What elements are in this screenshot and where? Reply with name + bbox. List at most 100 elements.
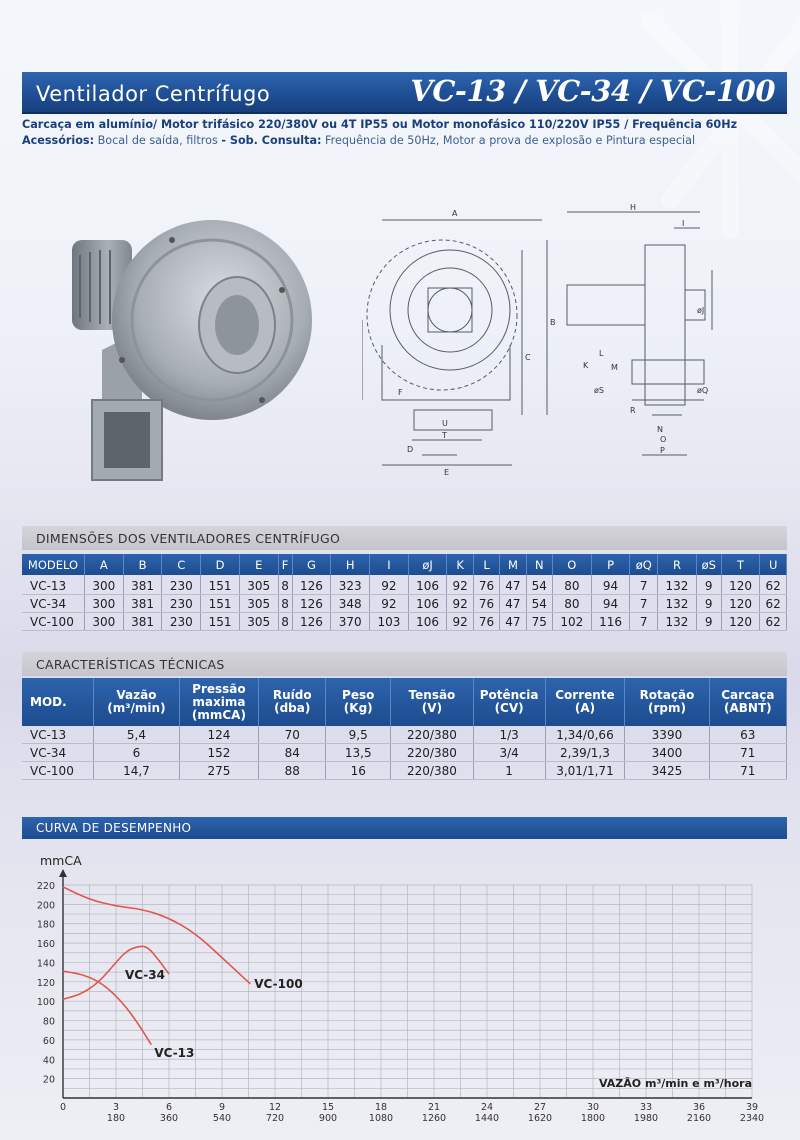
model-names: VC-13 / VC-34 / VC-100	[410, 74, 775, 108]
table-row: VC-100 300 381 230 151 305 8 126 370 103 106 92 76 47…	[22, 612, 787, 631]
dimension-cell: 80	[552, 594, 592, 613]
tech-col-header-line: maxima	[192, 694, 246, 709]
dimension-cell: 120	[721, 612, 761, 631]
spec-cell: 220/380	[390, 761, 474, 780]
table-row: VC-13 300 381 230 151 305 8 126 323 92 106 92 76 47 54…	[22, 575, 787, 595]
dim-label-f: F	[398, 388, 403, 397]
dimension-cell: 106	[408, 612, 448, 631]
technical-header-row: MOD. Vazão (m³/min) Pressão maxima (mmCA) Ruíd…	[22, 678, 788, 726]
dimension-cell: 120	[721, 594, 761, 613]
tech-col-header-line: (dba)	[274, 701, 311, 715]
dimension-cell: 94	[591, 594, 631, 613]
col-t: T	[721, 554, 761, 575]
dimension-cell: 106	[408, 575, 448, 595]
spec-cell: 1/3	[473, 726, 546, 744]
dimension-cell: 305	[239, 612, 279, 631]
dimension-cell: 76	[473, 575, 501, 595]
col-g: G	[292, 554, 332, 575]
x-tick-label: 18	[375, 1102, 387, 1113]
spec-cell: 71	[709, 761, 788, 780]
x-tick-label-hour: 1440	[475, 1113, 499, 1124]
col-j: øJ	[408, 554, 448, 575]
dimension-cell: 132	[657, 575, 697, 595]
y-tick-label: 20	[43, 1075, 55, 1086]
dimension-cell: 151	[200, 612, 240, 631]
spec-cell: 2,39/1,3	[545, 743, 626, 762]
table-row: VC-100 14,7 275 88 16 220/380 1 3,01/1,71 3425 71	[22, 761, 788, 780]
tech-col-header-line: (rpm)	[647, 701, 686, 715]
tech-col-header-line: Ruído	[272, 688, 312, 702]
col-k: K	[446, 554, 474, 575]
curve-vc-13	[62, 970, 153, 1046]
dimension-cell: 230	[161, 612, 202, 631]
x-tick-label-hour: 180	[107, 1113, 125, 1124]
y-tick-label: 80	[43, 1017, 55, 1028]
col-d: D	[200, 554, 240, 575]
dimension-cell: 8	[278, 594, 293, 613]
spec-cell: 13,5	[325, 743, 392, 762]
tech-col-header-line: Tensão	[408, 688, 456, 702]
dimension-cell: 9	[696, 575, 722, 595]
tech-col-header-line: Carcaça	[721, 688, 775, 702]
dimension-cell: 8	[278, 575, 293, 595]
col-a: A	[84, 554, 124, 575]
model-cell: VC-34	[22, 594, 85, 613]
tech-col-header-line: (ABNT)	[723, 701, 772, 715]
tech-col-header-line: (mmCA)	[191, 707, 246, 722]
x-tick-label-hour: 1980	[634, 1113, 658, 1124]
tech-col-header-line: Peso	[342, 688, 375, 702]
tech-col-header-line: (CV)	[494, 701, 524, 715]
dim-label-r: R	[630, 406, 636, 415]
tech-col-header-line: Pressão	[192, 681, 246, 696]
x-tick-label: 39	[746, 1102, 758, 1113]
spec-cell: 275	[179, 761, 260, 780]
tech-col-header: Pressão maxima (mmCA)	[179, 678, 260, 726]
spec-cell: 84	[258, 743, 327, 762]
dimension-cell: 106	[408, 594, 448, 613]
dimension-cell: 381	[123, 612, 163, 631]
dim-label-c: C	[525, 353, 531, 362]
tech-col-header-line: MOD.	[30, 694, 67, 709]
dim-label-h: H	[630, 203, 636, 212]
x-tick-label-hour: 2160	[687, 1113, 711, 1124]
dimension-cell: 54	[526, 594, 553, 613]
dimension-cell: 103	[369, 612, 409, 631]
col-p: P	[591, 554, 631, 575]
dimension-cell: 120	[721, 575, 761, 595]
x-tick-label-hour: 1080	[369, 1113, 393, 1124]
dimension-cell: 92	[446, 612, 474, 631]
spec-cell: 6	[93, 743, 180, 762]
dim-label-n: N	[657, 425, 663, 434]
dimension-cell: 151	[200, 575, 240, 595]
col-o: O	[552, 554, 592, 575]
x-tick-label: 30	[587, 1102, 599, 1113]
technical-table: MOD. Vazão (m³/min) Pressão maxima (mmCA) Ruíd…	[22, 678, 788, 780]
x-tick-label-hour: 360	[160, 1113, 178, 1124]
x-tick-label: 0	[60, 1102, 66, 1113]
y-tick-label: 160	[37, 939, 55, 950]
y-tick-label: 40	[43, 1055, 55, 1066]
y-tick-label: 220	[37, 881, 55, 892]
y-tick-label: 120	[37, 978, 55, 989]
col-n: N	[526, 554, 553, 575]
dim-label-m: M	[611, 363, 618, 372]
dimension-drawing: A B C G F U T D E H I øJ K L M øS R øQ N…	[362, 203, 713, 477]
dimension-cell: 62	[759, 612, 787, 631]
dim-label-e: E	[444, 468, 449, 477]
table-row: VC-13 5,4 124 70 9,5 220/380 1/3 1,34/0,66 3390 6…	[22, 726, 788, 744]
x-tick-label: 27	[534, 1102, 546, 1113]
tech-col-header-line: (Kg)	[343, 701, 373, 715]
y-axis-arrow	[59, 869, 67, 877]
specs-line: Carcaça em alumínio/ Motor trifásico 220…	[22, 118, 737, 131]
spec-cell: 1	[473, 761, 546, 780]
tech-col-header-line: (A)	[574, 701, 596, 715]
x-tick-label: 9	[219, 1102, 225, 1113]
dimension-cell: 92	[369, 594, 409, 613]
dimension-cell: 126	[292, 575, 332, 595]
dimensions-table: MODELO A B C D E F G H I øJ K L M N O P …	[22, 554, 787, 631]
spec-cell: 152	[179, 743, 260, 762]
dimension-cell: 92	[446, 575, 474, 595]
dimension-cell: 230	[161, 575, 202, 595]
dimension-cell: 47	[499, 594, 527, 613]
dimension-cell: 8	[278, 612, 293, 631]
